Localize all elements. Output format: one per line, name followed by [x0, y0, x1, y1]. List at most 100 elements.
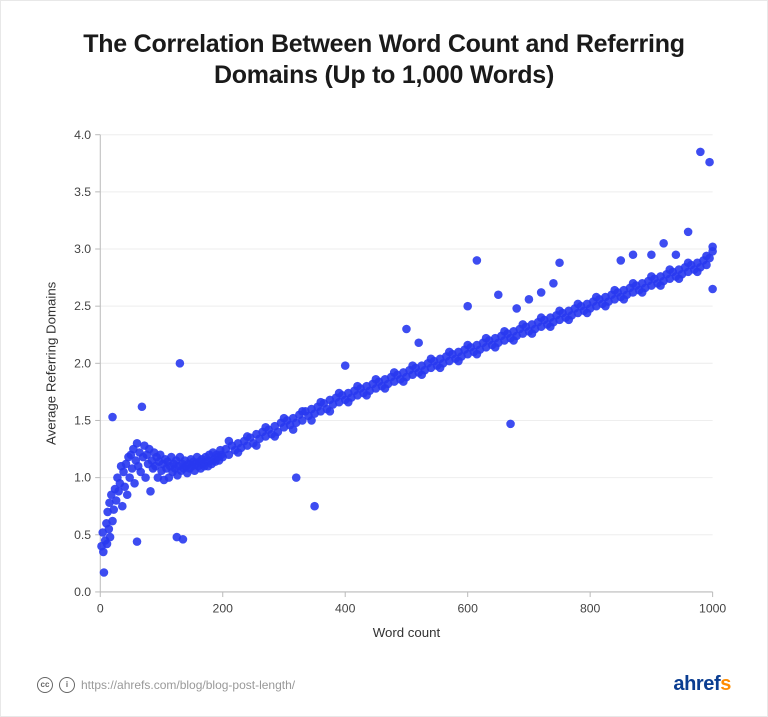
data-point: [123, 490, 132, 499]
data-point: [292, 473, 301, 482]
data-point: [546, 322, 555, 331]
data-point: [106, 532, 115, 541]
data-point: [473, 349, 482, 358]
data-point: [574, 299, 583, 308]
data-point: [549, 279, 558, 288]
data-point: [525, 295, 534, 304]
data-point: [629, 279, 638, 288]
x-tick-label: 200: [213, 601, 234, 615]
data-point: [708, 242, 717, 251]
data-point: [316, 397, 325, 406]
data-point: [473, 256, 482, 265]
data-point: [271, 432, 280, 441]
y-tick-label: 0.0: [74, 585, 91, 599]
data-point: [344, 397, 353, 406]
data-point: [684, 258, 693, 267]
y-tick-label: 3.0: [74, 242, 91, 256]
scatter-chart: 0.00.51.01.52.02.53.03.54.0 020040060080…: [37, 110, 731, 660]
data-point: [133, 537, 142, 546]
data-point: [436, 363, 445, 372]
data-point: [659, 239, 668, 248]
data-point: [482, 333, 491, 342]
data-point: [179, 535, 188, 544]
data-point: [399, 377, 408, 386]
brand-part1: ahref: [673, 673, 720, 695]
data-point: [341, 361, 350, 370]
data-point: [519, 320, 528, 329]
data-point: [583, 308, 592, 317]
data-point: [335, 388, 344, 397]
data-point: [402, 324, 411, 333]
x-tick-label: 800: [580, 601, 601, 615]
data-point: [108, 412, 117, 421]
data-point: [708, 284, 717, 293]
x-tick-label: 600: [457, 601, 478, 615]
data-point: [353, 381, 362, 390]
data-point: [463, 340, 472, 349]
data-point: [647, 250, 656, 259]
data-point: [684, 227, 693, 236]
data-point: [105, 524, 114, 533]
info-icon: i: [59, 677, 75, 693]
data-point: [99, 547, 108, 556]
x-tick-label: 400: [335, 601, 356, 615]
data-point: [261, 423, 270, 432]
data-point: [647, 272, 656, 281]
data-point: [610, 285, 619, 294]
data-point: [463, 301, 472, 310]
x-axis-label: Word count: [373, 624, 441, 639]
data-point: [298, 407, 307, 416]
data-point: [138, 402, 147, 411]
data-point: [176, 359, 185, 368]
data-point: [656, 281, 665, 290]
data-point: [665, 265, 674, 274]
x-tick-label: 1000: [699, 601, 726, 615]
data-point: [243, 432, 252, 441]
data-point: [133, 439, 142, 448]
data-point: [702, 251, 711, 260]
data-point: [564, 315, 573, 324]
data-point: [693, 267, 702, 276]
data-point: [675, 274, 684, 283]
data-point: [638, 288, 647, 297]
data-point: [445, 347, 454, 356]
data-point: [537, 288, 546, 297]
data-point: [289, 425, 298, 434]
data-point: [141, 473, 150, 482]
data-point: [362, 391, 371, 400]
data-point: [491, 343, 500, 352]
data-point: [100, 568, 109, 577]
data-point: [390, 368, 399, 377]
data-point: [225, 436, 234, 445]
data-point: [537, 313, 546, 322]
data-point: [705, 157, 714, 166]
data-point: [454, 356, 463, 365]
data-point: [601, 301, 610, 310]
data-point: [408, 361, 417, 370]
data-point: [280, 413, 289, 422]
data-point: [414, 338, 423, 347]
data-point: [381, 384, 390, 393]
data-point: [616, 256, 625, 265]
data-point: [109, 505, 118, 514]
data-point: [494, 290, 503, 299]
data-point: [417, 370, 426, 379]
y-tick-label: 0.5: [74, 527, 91, 541]
data-point: [629, 250, 638, 259]
data-point: [555, 258, 564, 267]
y-tick-label: 4.0: [74, 127, 91, 141]
data-point: [555, 306, 564, 315]
data-point: [307, 416, 316, 425]
data-point: [234, 448, 243, 457]
brand-logo: ahrefs: [673, 673, 731, 696]
y-tick-label: 2.5: [74, 299, 91, 313]
data-point: [506, 419, 515, 428]
y-tick-label: 1.5: [74, 413, 91, 427]
data-point: [427, 354, 436, 363]
x-tick-label: 0: [97, 601, 104, 615]
data-point: [326, 407, 335, 416]
data-point: [696, 147, 705, 156]
footer: cc i https://ahrefs.com/blog/blog-post-l…: [37, 659, 731, 696]
source-url: https://ahrefs.com/blog/blog-post-length…: [81, 678, 295, 692]
data-point: [130, 479, 139, 488]
